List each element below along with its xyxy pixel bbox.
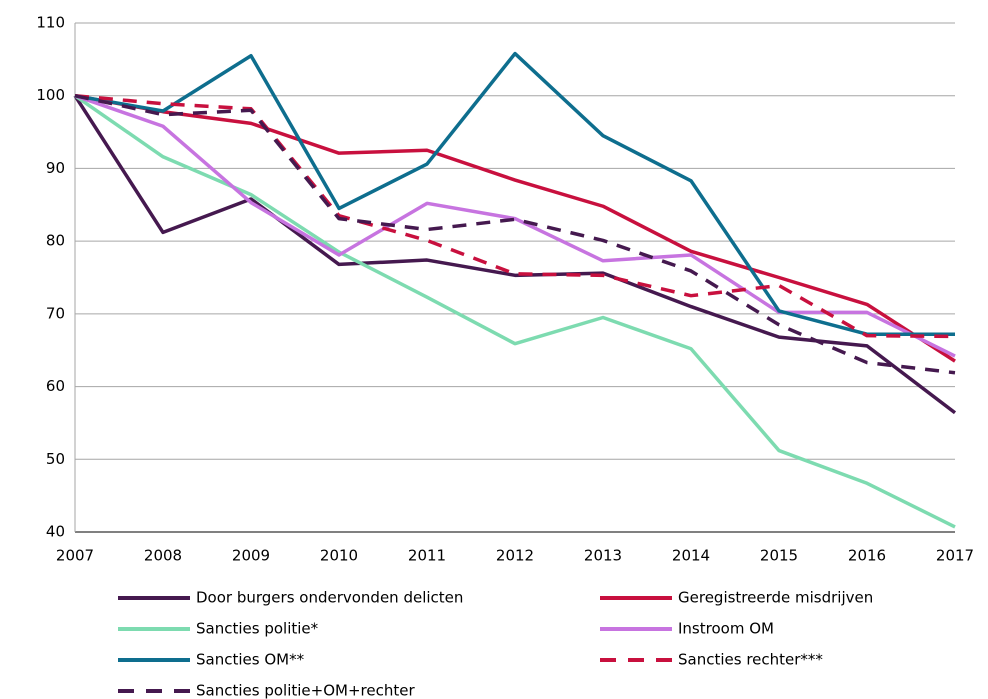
x-tick-label: 2017 (936, 547, 974, 565)
x-tick-label: 2010 (320, 547, 358, 565)
legend-label: Sancties rechter*** (678, 651, 823, 669)
series-line (74, 93, 956, 363)
y-tick-label: 50 (46, 450, 65, 468)
legend-label: Sancties politie* (196, 620, 319, 638)
y-tick-label: 80 (46, 232, 65, 250)
legend-label: Door burgers ondervonden delicten (196, 589, 463, 607)
x-tick-label: 2012 (496, 547, 534, 565)
x-tick-label: 2011 (408, 547, 446, 565)
legend-label: Instroom OM (678, 620, 774, 638)
y-tick-label: 70 (46, 304, 65, 322)
x-tick-label: 2008 (144, 547, 182, 565)
x-tick-label: 2007 (56, 547, 94, 565)
x-tick-label: 2013 (584, 547, 622, 565)
x-tick-label: 2014 (672, 547, 710, 565)
y-tick-label: 110 (36, 14, 65, 32)
y-tick-label: 90 (46, 159, 65, 177)
series-line (74, 51, 955, 336)
series-line (74, 94, 956, 375)
y-tick-label: 40 (46, 523, 65, 541)
x-tick-label: 2015 (760, 547, 798, 565)
legend-label: Geregistreerde misdrijven (678, 589, 873, 607)
series-line (74, 93, 956, 339)
legend-label: Sancties politie+OM+rechter (196, 682, 415, 699)
x-tick-label: 2009 (232, 547, 270, 565)
series-line (74, 94, 956, 529)
x-tick-label: 2016 (848, 547, 886, 565)
series-line (74, 94, 956, 358)
legend-label: Sancties OM** (196, 651, 305, 669)
series-line (73, 94, 957, 415)
y-tick-label: 60 (46, 377, 65, 395)
y-tick-label: 100 (36, 86, 65, 104)
